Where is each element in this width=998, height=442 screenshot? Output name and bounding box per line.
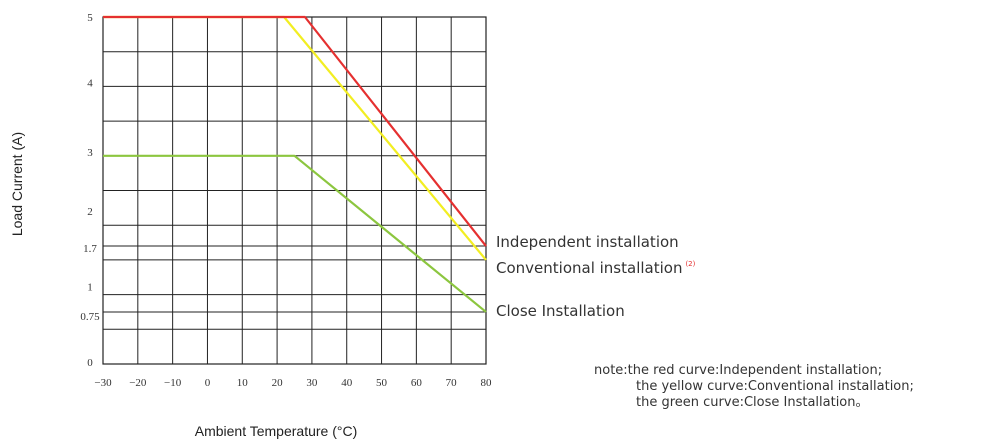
x-axis-title: Ambient Temperature (°C) xyxy=(195,423,358,439)
note-line-red: note:the red curve:Independent installat… xyxy=(594,363,883,378)
x-tick-label: 0 xyxy=(205,377,211,389)
series-label: Conventional installation xyxy=(496,259,682,277)
series-labels: Independent installation Conventional ins… xyxy=(496,233,696,320)
y-axis-title: Load Current (A) xyxy=(9,132,25,236)
y-tick-label: 5 xyxy=(87,12,93,24)
x-tick-label: 10 xyxy=(237,377,249,389)
x-tick-label: 80 xyxy=(481,377,493,389)
y-tick-labels: 0 0.75 1 1.7 2 3 4 5 xyxy=(80,12,100,369)
series-label: Close Installation xyxy=(496,302,625,320)
y-tick-label: 1 xyxy=(87,282,93,294)
chart-grid xyxy=(102,16,487,365)
y-tick-label: 0 xyxy=(87,357,93,369)
y-tick-label: 4 xyxy=(87,77,93,89)
y-tick-label: 3 xyxy=(87,147,93,159)
y-tick-label: 2 xyxy=(87,206,93,218)
x-tick-label: 30 xyxy=(306,377,318,389)
series-line xyxy=(103,154,487,313)
note-line-green: the green curve:Close Installation。 xyxy=(636,395,869,410)
series-line xyxy=(103,15,487,261)
series-label-superscript: (2) xyxy=(685,260,695,268)
x-tick-label: 70 xyxy=(446,377,458,389)
x-tick-label: 50 xyxy=(376,377,388,389)
chart-note: note:the red curve:Independent installat… xyxy=(594,363,914,411)
x-tick-labels: −30 −20 −10 0 10 20 30 40 50 60 70 80 xyxy=(94,377,492,389)
chart-series xyxy=(103,15,487,313)
x-tick-label: −20 xyxy=(129,377,147,389)
x-tick-label: 20 xyxy=(272,377,284,389)
x-tick-label: 40 xyxy=(341,377,353,389)
y-tick-label: 0.75 xyxy=(80,311,100,323)
series-label: Independent installation xyxy=(496,233,679,251)
x-tick-label: 60 xyxy=(411,377,423,389)
series-line xyxy=(103,15,487,247)
x-tick-label: −10 xyxy=(164,377,182,389)
x-tick-label: −30 xyxy=(94,377,112,389)
note-line-yellow: the yellow curve:Conventional installati… xyxy=(636,379,914,394)
y-tick-label: 1.7 xyxy=(83,243,97,255)
